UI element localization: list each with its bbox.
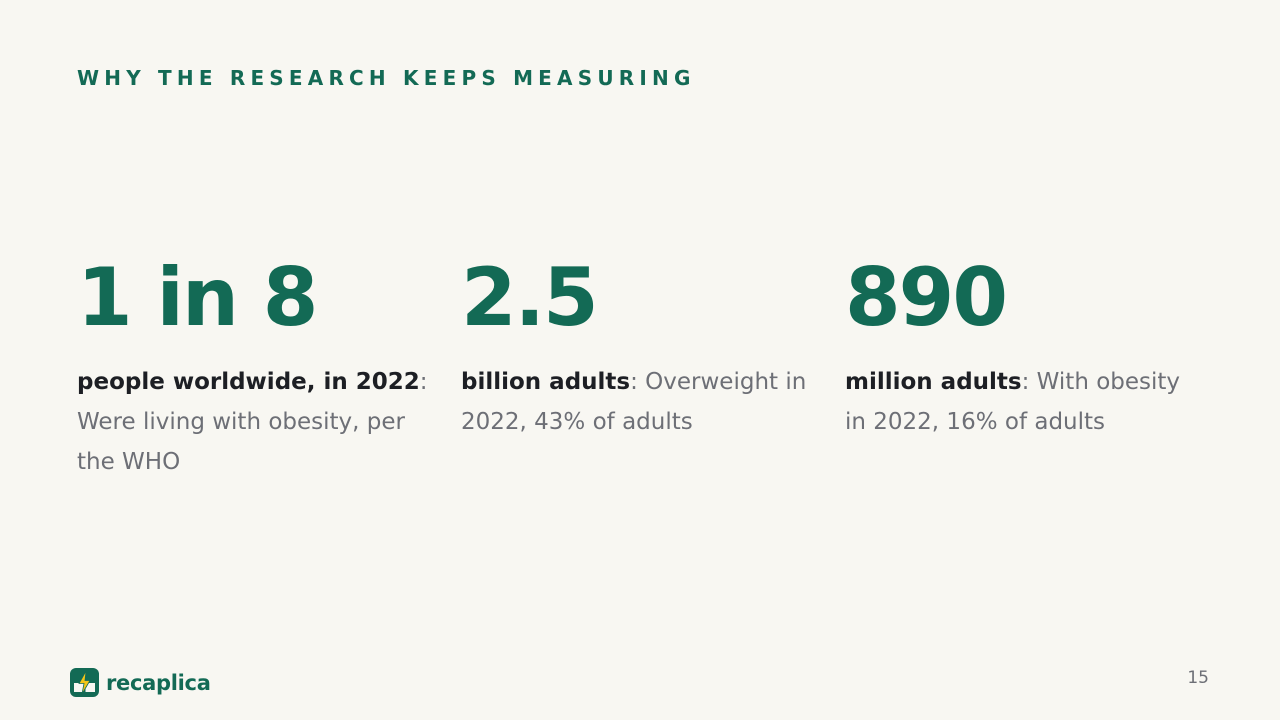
stat-description: people worldwide, in 2022: Were living w… [77, 362, 437, 482]
eyebrow-heading: WHY THE RESEARCH KEEPS MEASURING [77, 66, 696, 90]
stat-lead: people worldwide, in 2022 [77, 369, 420, 395]
brand-name: recaplica [106, 670, 211, 695]
stat-rest: : Overweight in 2022, 43% of adults [461, 369, 807, 435]
brand-logo: recaplica [70, 668, 211, 697]
stat-obesity-adults: 890 million adults: With obesity in 2022… [845, 250, 1205, 442]
stat-description: million adults: With obesity in 2022, 16… [845, 362, 1205, 442]
stat-value: 2.5 [461, 251, 599, 344]
stat-description: billion adults: Overweight in 2022, 43% … [461, 362, 821, 442]
page-number: 15 [1187, 668, 1209, 688]
stat-lead: billion adults [461, 369, 631, 395]
stat-value: 1 in 8 [77, 251, 318, 344]
stat-value: 890 [845, 251, 1008, 344]
stat-people-worldwide: 1 in 8 people worldwide, in 2022: Were l… [77, 250, 437, 482]
stats-row: 1 in 8 people worldwide, in 2022: Were l… [77, 250, 1227, 490]
stat-overweight-adults: 2.5 billion adults: Overweight in 2022, … [461, 250, 821, 442]
lightning-book-icon [70, 668, 99, 697]
stat-rest: : Were living with obesity, per the WHO [77, 369, 428, 475]
stat-rest: : With obesity in 2022, 16% of adults [845, 369, 1181, 435]
stat-lead: million adults [845, 369, 1022, 395]
